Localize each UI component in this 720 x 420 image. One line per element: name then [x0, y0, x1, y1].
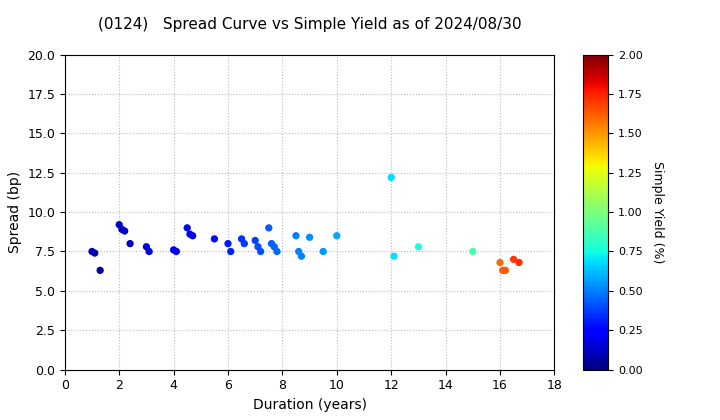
Point	[116, 226, 127, 233]
Point	[271, 248, 283, 255]
Point	[249, 237, 261, 244]
Point	[263, 224, 274, 231]
Point	[225, 248, 236, 255]
Point	[290, 232, 302, 239]
Point	[89, 249, 101, 256]
Point	[331, 232, 343, 239]
Point	[119, 228, 130, 234]
Point	[222, 240, 234, 247]
Point	[269, 243, 280, 250]
Y-axis label: Simple Yield (%): Simple Yield (%)	[651, 161, 664, 263]
Point	[209, 236, 220, 242]
Point	[293, 248, 305, 255]
Point	[385, 174, 397, 181]
Point	[114, 221, 125, 228]
Point	[252, 243, 264, 250]
Point	[236, 236, 248, 242]
Y-axis label: Spread (bp): Spread (bp)	[8, 171, 22, 253]
Point	[494, 259, 505, 266]
Point	[513, 259, 525, 266]
Point	[171, 248, 182, 255]
Point	[388, 253, 400, 260]
Point	[467, 248, 479, 255]
Point	[94, 267, 106, 274]
Point	[168, 247, 179, 253]
Point	[413, 243, 424, 250]
Text: (0124)   Spread Curve vs Simple Yield as of 2024/08/30: (0124) Spread Curve vs Simple Yield as o…	[98, 17, 521, 32]
Point	[304, 234, 315, 241]
Point	[266, 240, 277, 247]
X-axis label: Duration (years): Duration (years)	[253, 398, 366, 412]
Point	[508, 256, 519, 263]
Point	[296, 253, 307, 260]
Point	[500, 267, 511, 274]
Point	[143, 248, 155, 255]
Point	[238, 240, 250, 247]
Point	[181, 224, 193, 231]
Point	[187, 232, 199, 239]
Point	[86, 248, 98, 255]
Point	[318, 248, 329, 255]
Point	[140, 243, 152, 250]
Point	[125, 240, 136, 247]
Point	[184, 231, 196, 238]
Point	[255, 248, 266, 255]
Point	[497, 267, 508, 274]
